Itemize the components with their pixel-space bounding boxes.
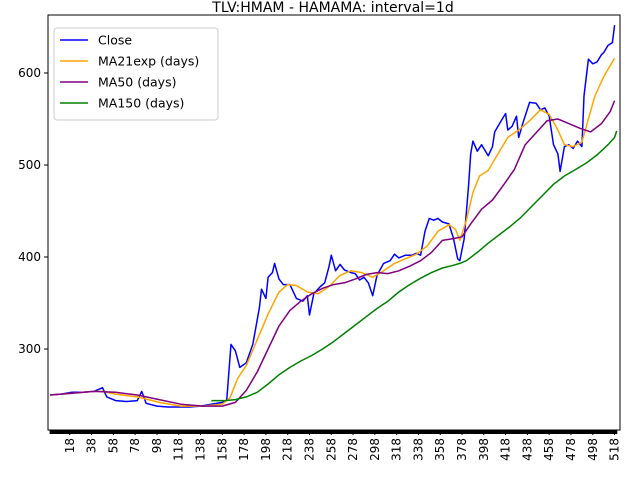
x-tick-label: 38 (85, 438, 99, 453)
legend-label: MA150 (days) (98, 96, 184, 111)
legend-label: MA21exp (days) (98, 54, 199, 69)
x-tick-label: 438 (520, 438, 534, 461)
x-tick-label: 138 (194, 438, 208, 461)
x-tick-label: 58 (106, 438, 120, 453)
x-tick-label: 378 (455, 438, 469, 461)
x-tick-label: 278 (346, 438, 360, 461)
series-line-4 (211, 130, 618, 402)
x-tick-label: 78 (128, 438, 142, 453)
x-tick-label: 98 (150, 438, 164, 453)
x-minor-ticks (49, 430, 618, 434)
x-tick-label: 498 (586, 438, 600, 461)
y-tick-label: 400 (18, 250, 41, 264)
x-tick-label: 338 (411, 438, 425, 461)
y-tick-label: 600 (18, 66, 41, 80)
x-tick-label: 118 (172, 438, 186, 461)
x-tick-label: 358 (433, 438, 447, 461)
x-tick-label: 458 (542, 438, 556, 461)
series-layer (50, 25, 618, 408)
y-tick-label: 300 (18, 342, 41, 356)
chart-title: TLV:HMAM - HAMAMA: interval=1d (211, 0, 453, 16)
axes-layer: 18 38 58 78 98 118 138 158 178 198 218 238 258 278 298… (18, 14, 622, 461)
x-tick-label: 318 (390, 438, 404, 461)
x-tick-label: 238 (303, 438, 317, 461)
legend-label: Close (98, 33, 132, 48)
x-tick-label: 158 (215, 438, 229, 461)
x-tick-label: 478 (564, 438, 578, 461)
x-tick-label: 518 (608, 438, 622, 461)
legend-label: MA50 (days) (98, 75, 176, 90)
x-tick-label: 298 (368, 438, 382, 461)
x-tick-label: 398 (477, 438, 491, 461)
series-line-1 (50, 25, 616, 408)
x-tick-label: 18 (63, 438, 77, 453)
x-tick-label: 198 (259, 438, 273, 461)
x-tick-label: 418 (499, 438, 513, 461)
x-tick-label: 178 (237, 438, 251, 461)
y-tick-label: 500 (18, 158, 41, 172)
legend: Close MA21exp (days) MA50 (days) MA150 (day… (53, 27, 219, 121)
x-tick-label: 258 (324, 438, 338, 461)
x-tick-label: 218 (281, 438, 295, 461)
series-line-3 (50, 100, 616, 407)
legend-box (53, 27, 219, 121)
